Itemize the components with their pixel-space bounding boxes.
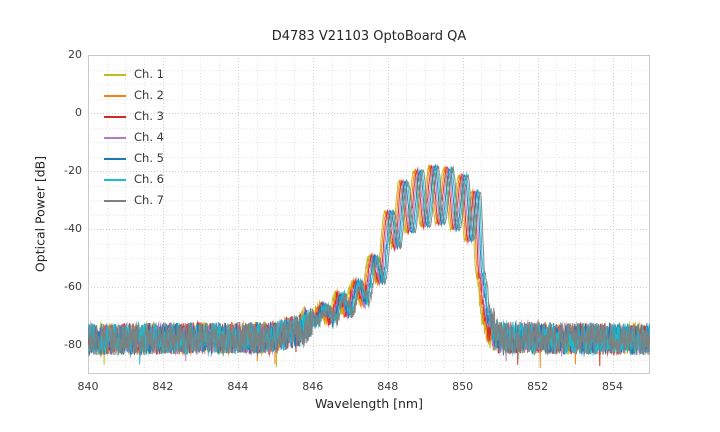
legend-line-swatch [104, 115, 126, 118]
legend-line-swatch [104, 73, 126, 76]
y-tick-label: -60 [64, 280, 82, 293]
legend-item: Ch. 4 [104, 127, 164, 148]
x-tick-label: 852 [527, 380, 549, 393]
x-tick-label: 854 [602, 380, 624, 393]
y-tick-label: -40 [64, 222, 82, 235]
legend-line-swatch [104, 178, 126, 181]
legend-item: Ch. 1 [104, 64, 164, 85]
legend-label: Ch. 5 [134, 150, 164, 165]
legend-label: Ch. 2 [134, 87, 164, 102]
plot-canvas [88, 55, 650, 374]
legend-line-swatch [104, 157, 126, 160]
legend-label: Ch. 1 [134, 66, 164, 81]
y-tick-label: 20 [68, 48, 82, 61]
legend-item: Ch. 2 [104, 85, 164, 106]
x-axis-label: Wavelength [nm] [315, 396, 423, 411]
legend-item: Ch. 6 [104, 169, 164, 190]
x-tick-label: 850 [452, 380, 474, 393]
y-tick-label: -20 [64, 164, 82, 177]
y-tick-label: -80 [64, 338, 82, 351]
plot-area: Ch. 1 Ch. 2 Ch. 3 Ch. 4 Ch. 5 Ch. 6 Ch. 7 [88, 55, 650, 374]
legend-item: Ch. 7 [104, 190, 164, 211]
legend: Ch. 1 Ch. 2 Ch. 3 Ch. 4 Ch. 5 Ch. 6 Ch. 7 [100, 62, 168, 213]
chart-title: D4783 V21103 OptoBoard QA [271, 29, 467, 44]
legend-label: Ch. 3 [134, 108, 164, 123]
x-tick-label: 842 [152, 380, 174, 393]
y-tick-label: 0 [75, 106, 82, 119]
x-tick-label: 840 [77, 380, 99, 393]
legend-line-swatch [104, 136, 126, 139]
legend-label: Ch. 4 [134, 129, 164, 144]
legend-line-swatch [104, 199, 126, 202]
x-tick-label: 844 [227, 380, 249, 393]
legend-item: Ch. 3 [104, 106, 164, 127]
x-tick-label: 848 [377, 380, 399, 393]
legend-item: Ch. 5 [104, 148, 164, 169]
legend-label: Ch. 7 [134, 192, 164, 207]
x-tick-label: 846 [302, 380, 324, 393]
legend-label: Ch. 6 [134, 171, 164, 186]
legend-line-swatch [104, 94, 126, 97]
